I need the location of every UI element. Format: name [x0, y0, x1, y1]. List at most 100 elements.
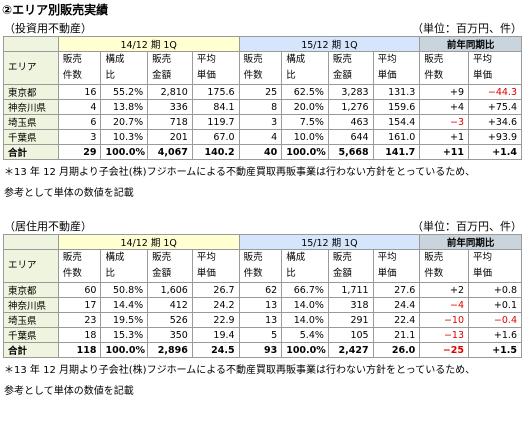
column-header-line: 販売	[62, 54, 82, 65]
column-header-line: 販売	[243, 54, 263, 65]
column-header-line: 販売	[152, 252, 172, 263]
column-header-line: 販売	[243, 252, 263, 263]
cell: −10	[419, 312, 470, 328]
section-header: （投資用不動産） （単位：百万円、件）	[0, 20, 526, 36]
cell: 13.8%	[100, 99, 149, 115]
cell: 5,668	[327, 144, 374, 160]
cell: 25	[238, 84, 283, 100]
area-name: 東京都	[3, 84, 59, 100]
area-name: 千葉県	[3, 129, 59, 145]
cell: 526	[147, 312, 193, 328]
column-header-line: 金額	[152, 70, 172, 81]
column-header-line: 平均	[377, 54, 397, 65]
column-header-line: 単価	[377, 70, 397, 81]
column-header-line: 件数	[243, 70, 263, 81]
data-table: 14/12 期 1Q 15/12 期 1Q 前年同期比エリア 販売件数 構成比 販売金額 平…	[3, 36, 522, 160]
cell: 21.1	[372, 327, 421, 343]
note-line: 参考として単体の数値を記載	[4, 386, 134, 397]
column-header: 平均 単価	[372, 249, 421, 283]
cell: 20.0%	[281, 99, 329, 115]
cell: 2,896	[147, 342, 193, 358]
cell: 62.5%	[281, 84, 329, 100]
column-header-line: 構成	[105, 252, 125, 263]
cell: 5.4%	[281, 327, 329, 343]
cell: 141.7	[372, 144, 421, 160]
area-name: 合計	[3, 144, 59, 160]
cell: 161.0	[372, 129, 421, 145]
cell: +0.8	[468, 282, 522, 298]
cell: +1	[419, 129, 470, 145]
cell: 19.4	[191, 327, 240, 343]
column-header: 構成比	[281, 249, 329, 283]
cell: 18	[57, 327, 102, 343]
column-header-line: 販売	[332, 252, 352, 263]
column-header-line: 販売	[332, 54, 352, 65]
cell: 22.9	[191, 312, 240, 328]
cell: 14.0%	[281, 312, 329, 328]
cell: 7.5%	[281, 114, 329, 130]
cell: 1,606	[147, 282, 193, 298]
cell: +34.6	[468, 114, 522, 130]
unit: （単位：百万円、件）	[412, 220, 522, 233]
cell: 10.0%	[281, 129, 329, 145]
cell: 463	[327, 114, 374, 130]
data-row: 千葉県 3 10.3% 201 67.0 4 10.0% 644 161.0 +1 +93.9	[3, 129, 522, 145]
note-line: ＊13 年 12 月期より子会社(株)フジホームによる不動産買取再販事業は行わな…	[4, 167, 476, 178]
cell: 62	[238, 282, 283, 298]
cell: −25	[419, 342, 470, 358]
cell: 118	[57, 342, 102, 358]
cell: 24.2	[191, 297, 240, 313]
cell: 24.4	[372, 297, 421, 313]
cell: 15.3%	[100, 327, 149, 343]
column-header-line: 比	[105, 70, 115, 81]
column-row: エリア 販売 件数 構成比販売 金額 平均 単価 販売 件数 構成比販売 金額 平均 単価 販売 件数 平均単…	[3, 51, 522, 85]
column-header-line: エリア	[8, 62, 37, 73]
cell: 29	[57, 144, 102, 160]
cell: 14.4%	[100, 297, 149, 313]
cell: 140.2	[191, 144, 240, 160]
column-header-line: 販売	[424, 54, 444, 65]
cell: 3	[57, 129, 102, 145]
cell: 159.6	[372, 99, 421, 115]
unit: （単位：百万円、件）	[412, 22, 522, 35]
cell: 4,067	[147, 144, 193, 160]
data-row: 東京都 16 55.2% 2,810 175.6 25 62.5% 3,283 131.3 +9−…	[3, 84, 522, 100]
column-header: 平均 単価	[468, 51, 522, 85]
area-name: 東京都	[3, 282, 59, 298]
column-header-line: 件数	[62, 70, 82, 81]
cell: 2,810	[147, 84, 193, 100]
column-header-line: 平均	[196, 252, 216, 263]
data-row: 合計 118 100.0% 2,896 24.5 93 100.0% 2,427 26.0 −25…	[3, 342, 522, 358]
cell: +9	[419, 84, 470, 100]
column-header-line: 単価	[377, 268, 397, 279]
column-header: 販売 件数	[238, 249, 283, 283]
area-name: 神奈川県	[3, 99, 59, 115]
cell: 26.0	[372, 342, 421, 358]
cell: 16	[57, 84, 102, 100]
column-header: 平均 単価	[372, 51, 421, 85]
cell: 4	[238, 129, 283, 145]
cell: 318	[327, 297, 374, 313]
data-row: 神奈川県 17 14.4% 412 24.2 13 14.0% 318 24.4 −4 +0.1	[3, 297, 522, 313]
cell: 17	[57, 297, 102, 313]
group-row: 14/12 期 1Q 15/12 期 1Q 前年同期比	[3, 234, 522, 250]
cell: +1.5	[468, 342, 522, 358]
group-row: 14/12 期 1Q 15/12 期 1Q 前年同期比	[3, 36, 522, 52]
cell: 350	[147, 327, 193, 343]
column-header-line: 件数	[243, 268, 263, 279]
cell: 5	[238, 327, 283, 343]
column-header-line: 構成	[105, 54, 125, 65]
cell: +2	[419, 282, 470, 298]
column-header-line: 平均	[377, 252, 397, 263]
group-header: 15/12 期 1Q	[238, 234, 421, 250]
data-row: 合計 29 100.0% 4,067 140.2 40 100.0% 5,668 141.7 +1…	[3, 144, 522, 160]
subtitle: （居住用不動産）	[4, 220, 92, 233]
data-row: 埼玉県 23 19.5% 526 22.9 13 14.0% 291 22.4 −10 −0.4	[3, 312, 522, 328]
area-name: 合計	[3, 342, 59, 358]
cell: 154.4	[372, 114, 421, 130]
data-row: 千葉県 18 15.3% 350 19.4 5 5.4% 105 21.1 −13 +1.6	[3, 327, 522, 343]
cell: 93	[238, 342, 283, 358]
column-header-line: 平均	[473, 54, 493, 65]
column-header-line: 平均	[196, 54, 216, 65]
